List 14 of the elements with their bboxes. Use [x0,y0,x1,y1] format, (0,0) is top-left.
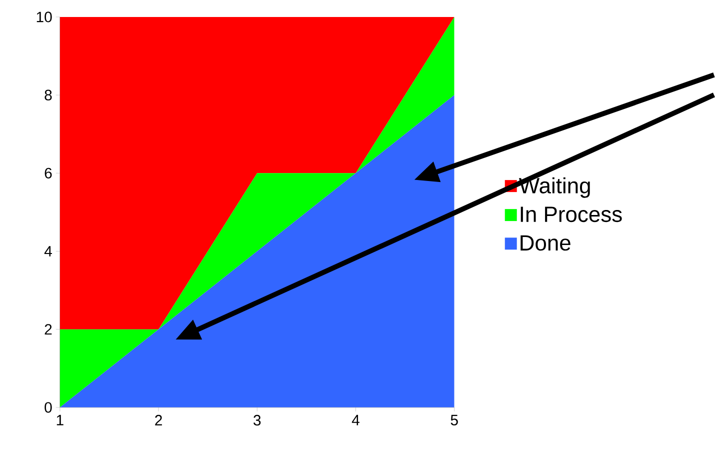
x-tick-label: 4 [352,414,360,426]
y-tick-label: 10 [36,11,52,22]
legend-label: Waiting [518,177,590,198]
x-tick-label: 1 [56,414,64,426]
x-tick-label: 5 [450,414,458,426]
y-tick-label: 8 [44,90,52,100]
y-tick-label: 0 [44,402,52,413]
legend-label: In Process [520,206,622,222]
y-tick-label: 4 [44,246,52,256]
x-tick-label: 2 [155,414,162,426]
y-tick-label: 6 [44,168,52,178]
x-tick-label: 3 [254,414,261,426]
y-tick-label: 2 [44,324,52,334]
legend-label: Done [520,235,570,250]
